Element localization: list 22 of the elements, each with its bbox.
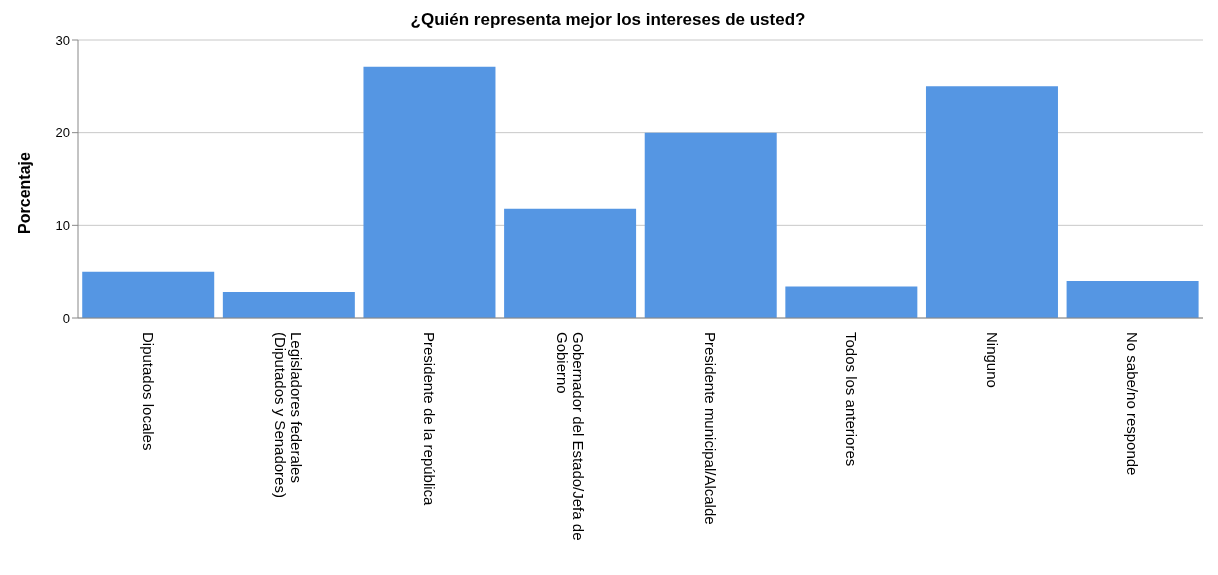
x-tick-label: Legisladores federales (Diputados y Senadores) bbox=[272, 332, 306, 498]
x-tick-label: Gobernador del Estado/Jefa de Gobierno bbox=[553, 332, 587, 541]
bar bbox=[644, 132, 777, 318]
y-tick-label: 30 bbox=[55, 32, 70, 48]
bar bbox=[82, 271, 215, 318]
bar bbox=[1066, 280, 1199, 318]
y-tick-label: 20 bbox=[55, 125, 70, 141]
bar bbox=[363, 66, 496, 318]
x-tick-label: Ninguno bbox=[983, 332, 1001, 388]
x-tick-label: Presidente de la república bbox=[421, 332, 439, 507]
x-tick-label: No sabe/no responde bbox=[1124, 332, 1142, 476]
y-tick-label: 10 bbox=[55, 217, 70, 233]
y-axis-title: Porcentaje bbox=[16, 152, 34, 234]
x-tick-label: Todos los anteriores bbox=[842, 332, 860, 467]
bar bbox=[504, 208, 637, 318]
y-tick-label: 0 bbox=[62, 310, 70, 326]
bar bbox=[222, 292, 355, 318]
chart-title: ¿Quién representa mejor los intereses de usted? bbox=[409, 10, 807, 30]
x-tick-label: Diputados locales bbox=[139, 332, 157, 451]
bar bbox=[785, 286, 918, 318]
x-tick-label: Presidente municipal/Alcalde bbox=[702, 332, 720, 525]
bar bbox=[925, 86, 1058, 318]
